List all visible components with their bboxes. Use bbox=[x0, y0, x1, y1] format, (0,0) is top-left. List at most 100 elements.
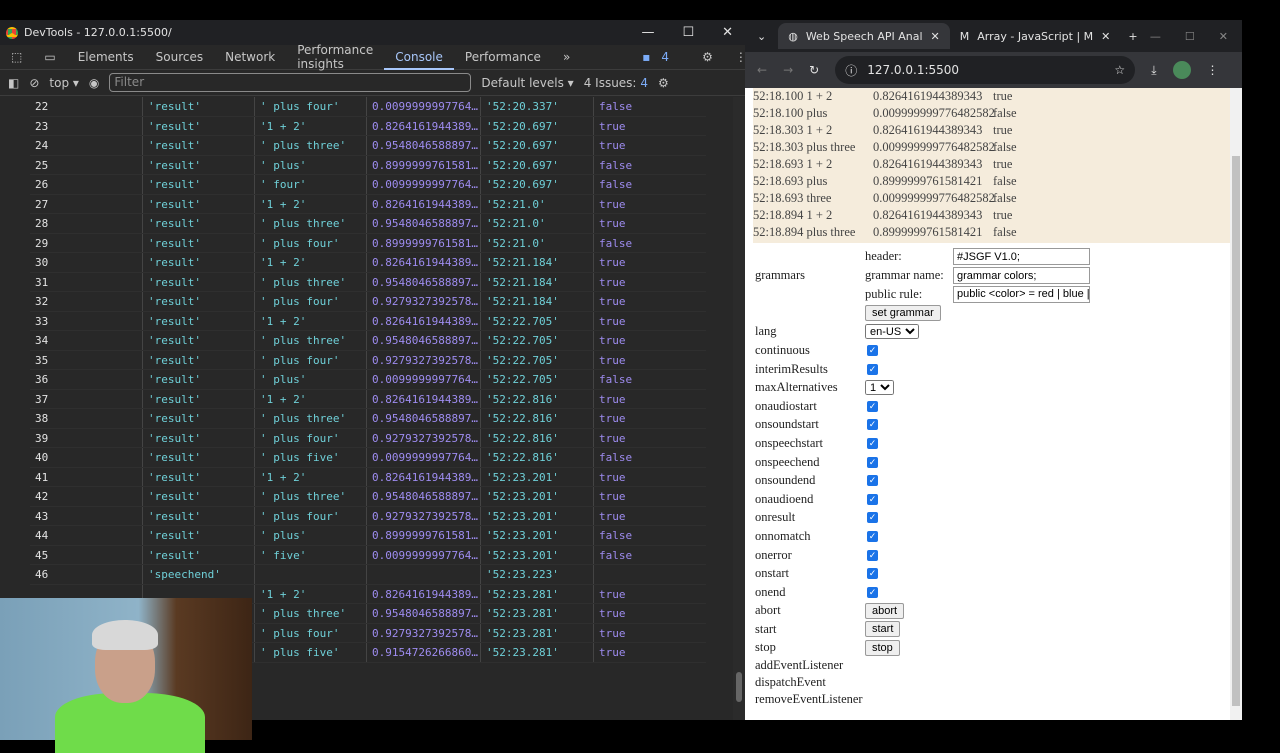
levels-dropdown[interactable]: Default levels ▾ bbox=[481, 75, 574, 90]
row-final: false bbox=[599, 529, 633, 542]
tab-close-icon[interactable]: ✕ bbox=[930, 29, 940, 43]
page-scrollbar[interactable] bbox=[1230, 88, 1242, 720]
clear-console-icon[interactable]: ⊘ bbox=[29, 75, 40, 90]
maximize-icon[interactable]: ☐ bbox=[1184, 29, 1195, 43]
row-transcript: ' plus five' bbox=[255, 448, 367, 467]
context-select[interactable]: top ▾ bbox=[49, 75, 79, 90]
forward-icon[interactable]: → bbox=[783, 63, 794, 77]
row-index: 45 bbox=[30, 545, 143, 564]
more-menu-icon[interactable]: ⋮ bbox=[734, 50, 747, 64]
onaudiostart-checkbox[interactable]: ✓ bbox=[867, 400, 878, 412]
start-button[interactable]: start bbox=[865, 621, 901, 638]
tab-performance-insights[interactable]: Performance insights bbox=[297, 43, 374, 71]
new-tab-icon[interactable]: + bbox=[1128, 29, 1138, 43]
log-row: 52:18.303 plus three 0.009999999776482582… bbox=[753, 139, 1230, 156]
onresult-checkbox[interactable]: ✓ bbox=[867, 512, 878, 524]
issues-badge[interactable]: ▪ 4 bbox=[631, 50, 691, 64]
row-transcript: ' four' bbox=[255, 175, 367, 194]
header-input[interactable] bbox=[953, 248, 1090, 266]
onspeechend-checkbox[interactable]: ✓ bbox=[867, 456, 878, 468]
table-row: ' plus five' 0.9154726266860… '52:23.281' t… bbox=[30, 643, 706, 663]
browser-menu-icon[interactable]: ⋮ bbox=[1206, 63, 1219, 77]
interimResults-label: interimResults bbox=[755, 361, 828, 376]
filter-input[interactable]: Filter bbox=[109, 73, 472, 92]
inspect-icon[interactable]: ⬚ bbox=[11, 50, 23, 64]
minimize-icon[interactable]: — bbox=[1149, 29, 1161, 43]
row-transcript: ' plus three' bbox=[255, 136, 367, 155]
close-icon[interactable]: ✕ bbox=[1218, 29, 1228, 43]
row-index: 44 bbox=[30, 526, 143, 545]
tab-search-icon[interactable]: ⌄ bbox=[757, 29, 767, 43]
public-rule-label: public rule: bbox=[865, 286, 923, 301]
row-type: 'result' bbox=[143, 272, 255, 291]
onsoundstart-checkbox[interactable]: ✓ bbox=[867, 419, 878, 431]
tab-network[interactable]: Network bbox=[225, 50, 276, 64]
row-confidence bbox=[367, 565, 481, 584]
row-type: 'result' bbox=[143, 233, 255, 252]
row-index: 25 bbox=[30, 155, 143, 174]
minimize-icon[interactable]: — bbox=[641, 25, 655, 40]
issues-count: 4 bbox=[640, 75, 648, 90]
abort-button[interactable]: abort bbox=[865, 602, 905, 619]
more-tabs-icon[interactable]: » bbox=[562, 50, 571, 64]
tab-performance[interactable]: Performance bbox=[464, 50, 541, 64]
log-confidence: 0.009999999776482582 bbox=[873, 140, 995, 154]
row-transcript: '1 + 2' bbox=[255, 116, 367, 135]
onaudioend-checkbox[interactable]: ✓ bbox=[867, 493, 878, 505]
bookmark-star-icon[interactable]: ☆ bbox=[1114, 63, 1126, 77]
log-confidence: 0.8264161944389343 bbox=[873, 208, 983, 222]
start-row: start start bbox=[755, 620, 1090, 639]
onend-checkbox[interactable]: ✓ bbox=[867, 586, 878, 598]
row-transcript: '1 + 2' bbox=[255, 467, 367, 486]
issues-link[interactable]: 4 Issues: 4 bbox=[584, 76, 648, 90]
log-confidence: 0.009999999776482582 bbox=[873, 106, 995, 120]
browser-tab-array[interactable]: M Array - JavaScript | M ✕ bbox=[950, 23, 1121, 49]
sidebar-toggle-icon[interactable]: ◧ bbox=[8, 75, 20, 90]
tab-console[interactable]: Console bbox=[384, 45, 454, 70]
settings-icon[interactable]: ⚙ bbox=[702, 50, 713, 64]
row-time: '52:23.281' bbox=[481, 623, 594, 642]
public-rule-input[interactable] bbox=[953, 285, 1090, 303]
back-icon[interactable]: ← bbox=[757, 63, 768, 77]
onnomatch-checkbox[interactable]: ✓ bbox=[867, 530, 878, 542]
profile-avatar[interactable] bbox=[1172, 61, 1191, 79]
onstart-checkbox[interactable]: ✓ bbox=[867, 568, 878, 580]
site-info-icon[interactable]: ⓘ bbox=[845, 63, 858, 78]
stop-button[interactable]: stop bbox=[865, 639, 900, 656]
console-scrollbar[interactable] bbox=[733, 97, 745, 720]
tab-close-icon[interactable]: ✕ bbox=[1101, 29, 1111, 43]
row-time: '52:21.184' bbox=[481, 292, 594, 311]
onerror-row: onerror ✓ bbox=[755, 546, 1090, 565]
console-settings-icon[interactable]: ⚙ bbox=[657, 75, 669, 90]
maximize-icon[interactable]: ☐ bbox=[682, 25, 695, 40]
row-time: '52:22.705' bbox=[481, 331, 594, 350]
onspeechstart-checkbox[interactable]: ✓ bbox=[867, 437, 878, 449]
row-index: 26 bbox=[30, 175, 143, 194]
grammar-name-input[interactable] bbox=[953, 267, 1090, 284]
row-type: 'result' bbox=[143, 311, 255, 330]
lang-select[interactable]: en-US bbox=[865, 324, 919, 340]
set-grammar-button[interactable]: set grammar bbox=[865, 305, 941, 322]
eye-icon[interactable]: ◉ bbox=[88, 75, 100, 90]
row-type: 'result' bbox=[143, 467, 255, 486]
row-type: 'result' bbox=[143, 136, 255, 155]
table-row: 22'result' ' plus four' 0.0099999997764… '5… bbox=[30, 97, 706, 117]
tab-sources[interactable]: Sources bbox=[155, 50, 204, 64]
interimResults-checkbox[interactable]: ✓ bbox=[867, 363, 878, 375]
row-transcript: '1 + 2' bbox=[255, 194, 367, 213]
device-toolbar-icon[interactable]: ▭ bbox=[44, 50, 56, 64]
close-icon[interactable]: ✕ bbox=[722, 25, 733, 40]
onsoundend-checkbox[interactable]: ✓ bbox=[867, 475, 878, 487]
address-bar[interactable]: ⓘ 127.0.0.1:5500 ☆ bbox=[835, 56, 1136, 84]
tab-elements[interactable]: Elements bbox=[77, 50, 134, 64]
row-time: '52:20.697' bbox=[481, 136, 594, 155]
continuous-checkbox[interactable]: ✓ bbox=[867, 344, 878, 356]
onerror-checkbox[interactable]: ✓ bbox=[867, 549, 878, 561]
log-final: false bbox=[993, 174, 1017, 188]
reload-icon[interactable]: ↻ bbox=[809, 63, 820, 77]
onnomatch-label: onnomatch bbox=[755, 528, 811, 543]
log-time-transcript: 52:18.303 1 + 2 bbox=[753, 123, 833, 137]
download-icon[interactable]: ⤓ bbox=[1151, 62, 1157, 77]
max-alternatives-select[interactable]: 1 bbox=[865, 380, 894, 396]
browser-tab-speech[interactable]: ◍ Web Speech API Anal ✕ bbox=[778, 23, 950, 49]
